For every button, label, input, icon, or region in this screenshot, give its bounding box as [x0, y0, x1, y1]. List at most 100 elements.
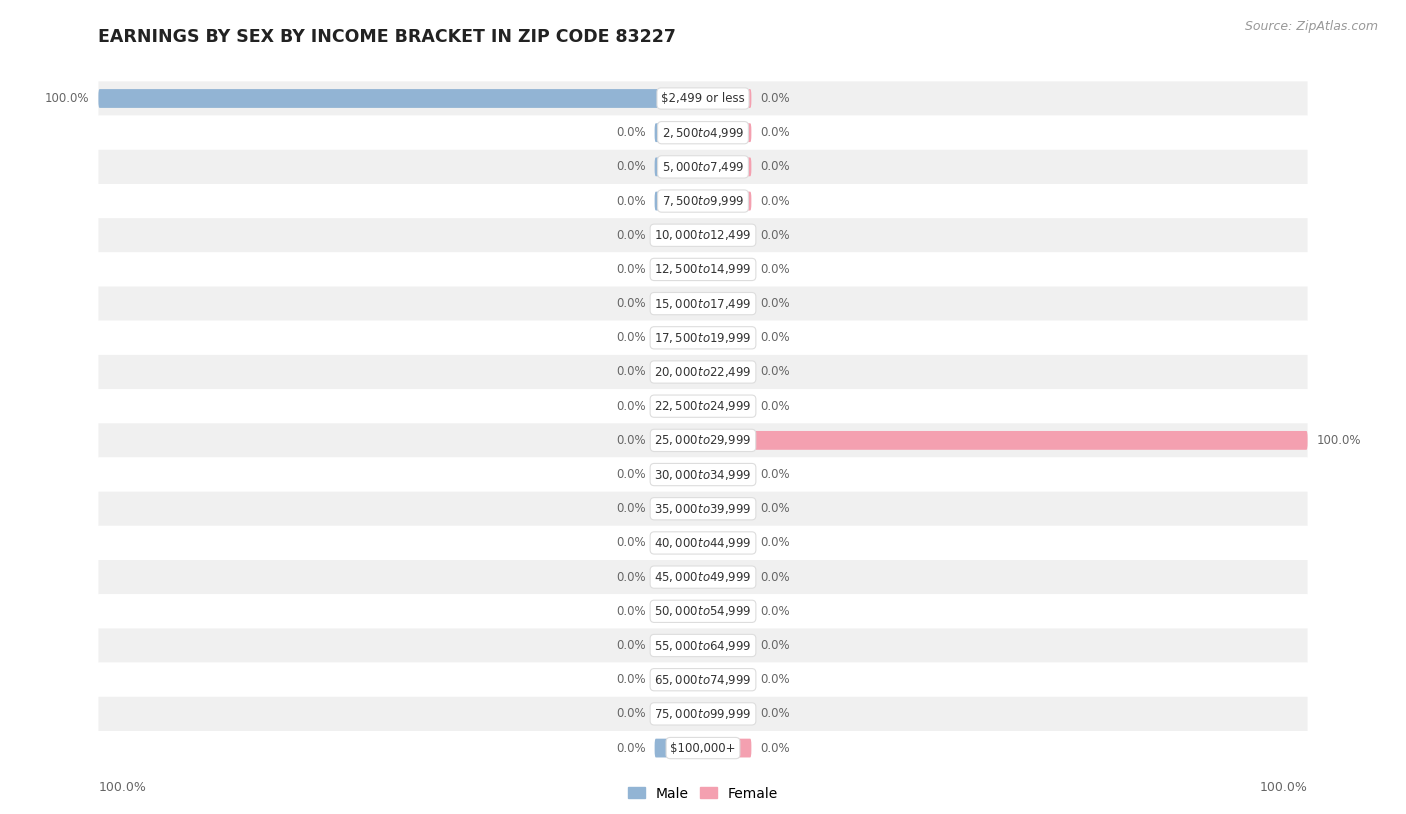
Text: 0.0%: 0.0% [616, 605, 645, 618]
FancyBboxPatch shape [98, 526, 1308, 560]
Text: $25,000 to $29,999: $25,000 to $29,999 [654, 433, 752, 448]
Text: 0.0%: 0.0% [761, 229, 790, 242]
Text: $15,000 to $17,499: $15,000 to $17,499 [654, 296, 752, 311]
Text: 0.0%: 0.0% [761, 707, 790, 720]
FancyBboxPatch shape [98, 218, 1308, 252]
Text: 0.0%: 0.0% [616, 195, 645, 208]
FancyBboxPatch shape [655, 431, 703, 450]
Text: 0.0%: 0.0% [616, 263, 645, 276]
Text: 100.0%: 100.0% [1260, 781, 1308, 794]
Text: 0.0%: 0.0% [616, 639, 645, 652]
Text: 0.0%: 0.0% [616, 365, 645, 379]
FancyBboxPatch shape [655, 328, 703, 348]
Text: $2,500 to $4,999: $2,500 to $4,999 [662, 125, 744, 140]
FancyBboxPatch shape [655, 191, 703, 211]
FancyBboxPatch shape [703, 704, 751, 724]
Text: EARNINGS BY SEX BY INCOME BRACKET IN ZIP CODE 83227: EARNINGS BY SEX BY INCOME BRACKET IN ZIP… [98, 28, 676, 46]
Text: 100.0%: 100.0% [98, 781, 146, 794]
Text: 0.0%: 0.0% [616, 707, 645, 720]
FancyBboxPatch shape [655, 738, 703, 758]
Text: 0.0%: 0.0% [761, 263, 790, 276]
Text: 0.0%: 0.0% [761, 400, 790, 413]
FancyBboxPatch shape [98, 355, 1308, 389]
Text: $2,499 or less: $2,499 or less [661, 92, 745, 105]
Text: $75,000 to $99,999: $75,000 to $99,999 [654, 707, 752, 721]
FancyBboxPatch shape [655, 704, 703, 724]
Text: $7,500 to $9,999: $7,500 to $9,999 [662, 194, 744, 208]
FancyBboxPatch shape [703, 431, 1308, 450]
Text: 0.0%: 0.0% [616, 331, 645, 344]
Text: 0.0%: 0.0% [761, 605, 790, 618]
Text: 0.0%: 0.0% [616, 297, 645, 310]
FancyBboxPatch shape [98, 663, 1308, 697]
FancyBboxPatch shape [98, 594, 1308, 628]
Text: 0.0%: 0.0% [761, 126, 790, 139]
FancyBboxPatch shape [655, 362, 703, 382]
Text: 0.0%: 0.0% [761, 195, 790, 208]
FancyBboxPatch shape [703, 225, 751, 245]
Text: 0.0%: 0.0% [761, 673, 790, 686]
FancyBboxPatch shape [703, 738, 751, 758]
FancyBboxPatch shape [703, 89, 751, 108]
FancyBboxPatch shape [655, 499, 703, 519]
FancyBboxPatch shape [98, 150, 1308, 184]
Text: $45,000 to $49,999: $45,000 to $49,999 [654, 570, 752, 584]
FancyBboxPatch shape [655, 157, 703, 177]
Text: 0.0%: 0.0% [616, 502, 645, 515]
Text: $40,000 to $44,999: $40,000 to $44,999 [654, 536, 752, 550]
FancyBboxPatch shape [655, 465, 703, 484]
Text: 0.0%: 0.0% [616, 536, 645, 549]
Text: 0.0%: 0.0% [761, 742, 790, 755]
Text: 0.0%: 0.0% [761, 92, 790, 105]
Text: 0.0%: 0.0% [761, 160, 790, 173]
Text: 0.0%: 0.0% [761, 571, 790, 584]
FancyBboxPatch shape [703, 533, 751, 553]
FancyBboxPatch shape [655, 294, 703, 313]
Text: $10,000 to $12,499: $10,000 to $12,499 [654, 228, 752, 243]
FancyBboxPatch shape [703, 670, 751, 689]
Text: $20,000 to $22,499: $20,000 to $22,499 [654, 365, 752, 379]
Text: 0.0%: 0.0% [761, 365, 790, 379]
FancyBboxPatch shape [98, 457, 1308, 492]
FancyBboxPatch shape [703, 328, 751, 348]
Text: 0.0%: 0.0% [761, 502, 790, 515]
Legend: Male, Female: Male, Female [623, 781, 783, 806]
Text: 0.0%: 0.0% [761, 468, 790, 481]
FancyBboxPatch shape [98, 116, 1308, 150]
Text: $30,000 to $34,999: $30,000 to $34,999 [654, 467, 752, 482]
FancyBboxPatch shape [655, 602, 703, 621]
Text: $65,000 to $74,999: $65,000 to $74,999 [654, 672, 752, 687]
Text: 0.0%: 0.0% [616, 571, 645, 584]
Text: 100.0%: 100.0% [1316, 434, 1361, 447]
Text: $22,500 to $24,999: $22,500 to $24,999 [654, 399, 752, 414]
FancyBboxPatch shape [655, 123, 703, 142]
Text: 100.0%: 100.0% [45, 92, 90, 105]
Text: $50,000 to $54,999: $50,000 to $54,999 [654, 604, 752, 619]
Text: $55,000 to $64,999: $55,000 to $64,999 [654, 638, 752, 653]
FancyBboxPatch shape [655, 670, 703, 689]
FancyBboxPatch shape [655, 396, 703, 416]
FancyBboxPatch shape [98, 252, 1308, 287]
Text: 0.0%: 0.0% [761, 331, 790, 344]
FancyBboxPatch shape [98, 321, 1308, 355]
FancyBboxPatch shape [703, 191, 751, 211]
FancyBboxPatch shape [703, 157, 751, 177]
FancyBboxPatch shape [703, 636, 751, 655]
FancyBboxPatch shape [703, 260, 751, 279]
Text: 0.0%: 0.0% [616, 400, 645, 413]
FancyBboxPatch shape [98, 184, 1308, 218]
FancyBboxPatch shape [655, 533, 703, 553]
FancyBboxPatch shape [98, 423, 1308, 457]
FancyBboxPatch shape [655, 567, 703, 587]
FancyBboxPatch shape [98, 492, 1308, 526]
Text: 0.0%: 0.0% [761, 536, 790, 549]
FancyBboxPatch shape [98, 731, 1308, 765]
Text: $17,500 to $19,999: $17,500 to $19,999 [654, 330, 752, 345]
FancyBboxPatch shape [98, 697, 1308, 731]
Text: 0.0%: 0.0% [761, 297, 790, 310]
FancyBboxPatch shape [655, 225, 703, 245]
FancyBboxPatch shape [655, 636, 703, 655]
Text: 0.0%: 0.0% [616, 229, 645, 242]
FancyBboxPatch shape [703, 567, 751, 587]
Text: $12,500 to $14,999: $12,500 to $14,999 [654, 262, 752, 277]
